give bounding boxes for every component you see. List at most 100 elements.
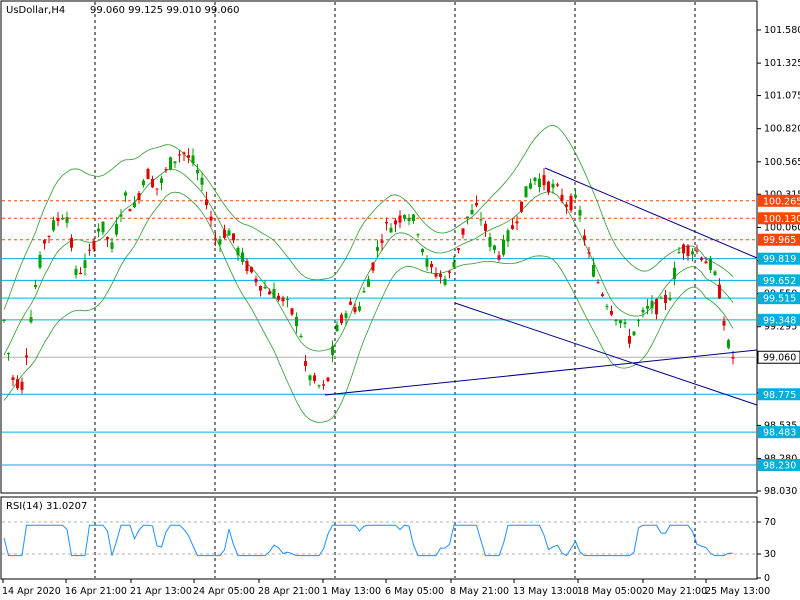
bull-candle	[236, 247, 240, 256]
bull-candle	[2, 319, 6, 322]
time-tick-label: 25 May 13:00	[705, 586, 770, 597]
bear-candle	[700, 257, 703, 261]
bear-candle	[385, 221, 388, 224]
bull-candle	[196, 170, 199, 174]
bear-candle	[722, 320, 726, 326]
bull-candle	[412, 214, 415, 221]
level-labels: 100.265 100.130 99.965 99.819 99.652 99.515 99…	[757, 194, 800, 472]
bull-candle	[668, 298, 672, 300]
support-level-tag	[758, 426, 800, 439]
bear-candle	[88, 249, 91, 251]
bear-candle	[209, 216, 213, 221]
resistance-level-label: 100.265	[763, 196, 800, 207]
support-level-label: 99.348	[763, 315, 796, 326]
bull-candle	[614, 319, 618, 322]
trendlines	[324, 167, 758, 406]
bull-candle	[443, 278, 447, 285]
price-tick-label: 98.535	[764, 420, 797, 431]
bull-candle	[529, 183, 532, 189]
bull-candle	[506, 230, 510, 242]
bull-candle	[637, 320, 640, 322]
bear-candle	[704, 261, 708, 264]
bull-candle	[299, 335, 303, 338]
bear-candle	[587, 252, 591, 254]
support-level-tag	[758, 274, 800, 287]
bear-candle	[686, 245, 690, 256]
bull-candle	[650, 300, 654, 309]
bull-candle	[295, 316, 298, 327]
time-tick-label: 13 May 13:00	[513, 586, 578, 597]
support-level-label: 98.483	[763, 428, 796, 439]
bear-candle	[92, 240, 96, 250]
bear-candle	[20, 381, 24, 390]
bull-candle	[709, 258, 712, 270]
bull-candle	[488, 237, 492, 247]
bear-candle	[628, 336, 631, 344]
bull-candle	[308, 375, 312, 381]
bear-candle	[731, 357, 735, 359]
bull-candle	[605, 305, 609, 307]
bull-candle	[97, 228, 100, 232]
bull-candle	[227, 230, 231, 236]
bull-candle	[133, 202, 136, 208]
bull-candle	[101, 221, 105, 233]
rsi-tick-label: 0	[764, 573, 770, 584]
bull-candle	[691, 251, 694, 255]
bull-candle	[376, 247, 379, 251]
bear-candle	[313, 375, 316, 381]
bull-candle	[335, 324, 339, 332]
bull-candle	[331, 346, 334, 355]
bear-candle	[223, 229, 226, 238]
bull-candle	[524, 186, 528, 198]
bull-candle	[727, 340, 730, 348]
bull-candle	[124, 192, 127, 196]
bull-candle	[466, 216, 469, 219]
bear-candle	[182, 152, 186, 155]
bull-candle	[200, 177, 204, 185]
middle-band	[3, 168, 734, 356]
bear-candle	[515, 221, 519, 224]
time-tick-label: 18 May 05:00	[577, 586, 642, 597]
bear-candle	[277, 295, 280, 300]
bull-candle	[641, 309, 645, 313]
resistance-level-label: 99.965	[763, 235, 796, 246]
bull-candle	[263, 286, 267, 289]
price-tick-label: 100.820	[764, 124, 800, 135]
bear-candle	[583, 235, 586, 240]
bear-candle	[128, 209, 132, 212]
bull-candle	[52, 220, 55, 231]
bear-candle	[137, 193, 141, 200]
bear-candle	[664, 295, 667, 303]
bull-candle	[173, 161, 177, 164]
bull-candle	[646, 305, 649, 309]
bull-candle	[551, 183, 555, 188]
bull-candle	[65, 217, 69, 223]
resistance-level-label: 100.130	[763, 214, 800, 225]
bull-candle	[34, 285, 37, 288]
bull-candle	[502, 239, 505, 255]
bear-candle	[601, 294, 604, 296]
bear-candle	[214, 239, 217, 241]
bear-candle	[11, 377, 15, 381]
bull-candle	[673, 267, 676, 280]
bull-candle	[632, 331, 636, 336]
support-trendline	[324, 349, 758, 396]
time-tick-label: 8 May 21:00	[450, 586, 509, 597]
time-tick-label: 28 Apr 21:00	[258, 586, 320, 597]
main-chart-frame	[0, 0, 758, 494]
bear-candle	[520, 201, 523, 212]
bull-candle	[286, 299, 289, 301]
bear-candle	[457, 248, 460, 250]
bull-candle	[160, 178, 163, 183]
bear-candle	[682, 244, 685, 254]
time-tick-label: 21 Apr 13:00	[130, 586, 192, 597]
bull-candle	[241, 252, 244, 262]
bull-candle	[623, 322, 627, 325]
bull-candle	[538, 178, 541, 188]
bull-candle	[29, 317, 33, 323]
price-tick-label: 100.565	[764, 157, 800, 168]
bear-candle	[511, 225, 514, 230]
bear-candle	[394, 220, 397, 225]
support-level-tag	[758, 252, 800, 265]
